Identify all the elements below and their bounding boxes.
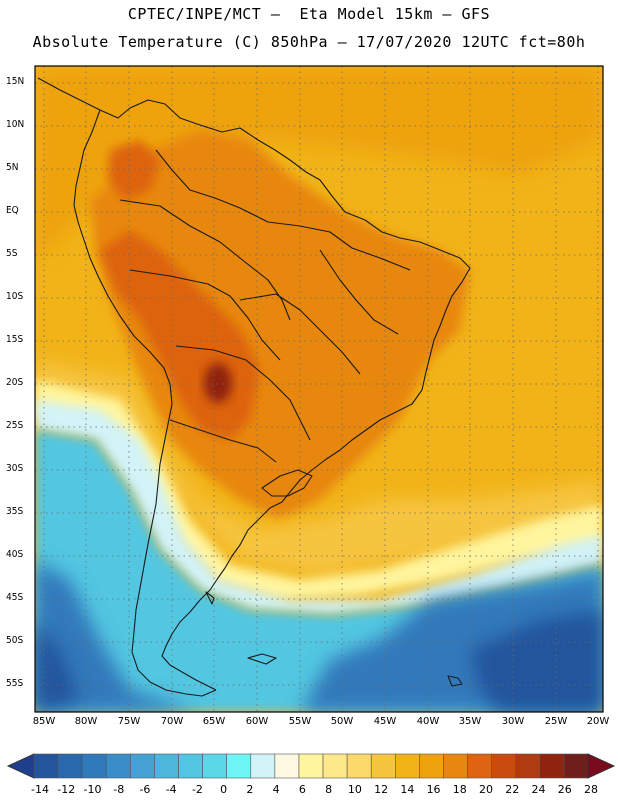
- lon-label: 55W: [288, 716, 312, 727]
- lon-label: 45W: [373, 716, 397, 727]
- temperature-field: [35, 66, 603, 712]
- colorbar-swatch: [130, 753, 155, 779]
- colorbar-tick-label: 0: [220, 783, 228, 796]
- lon-label: 20W: [586, 716, 610, 727]
- lon-label: 85W: [32, 716, 56, 727]
- map-grid: [35, 66, 603, 712]
- colorbar-tick-label: -14: [31, 783, 49, 796]
- colorbar-tick-label: 26: [557, 783, 572, 796]
- colorbar-tick-label: -10: [83, 783, 102, 796]
- colorbar-tick-label: -4: [165, 783, 177, 796]
- colorbar-tick-label: 20: [479, 783, 494, 796]
- colorbar-swatch: [298, 753, 324, 779]
- colorbar-tick-label: -8: [113, 783, 125, 796]
- lat-label: 50S: [6, 635, 24, 646]
- colorbar-swatch: [202, 753, 227, 779]
- lat-label: 40S: [6, 549, 24, 560]
- colorbar-swatch: [33, 753, 59, 779]
- lon-label: 70W: [160, 716, 184, 727]
- colorbar-swatch: [226, 753, 252, 779]
- colorbar-swatch: [81, 753, 107, 779]
- map-frame: [34, 65, 604, 713]
- field-polar-deep: [35, 560, 603, 712]
- lon-label: 75W: [117, 716, 141, 727]
- field-cool-band: [35, 400, 603, 615]
- lon-label: 60W: [245, 716, 269, 727]
- lon-label: 35W: [458, 716, 482, 727]
- colorbar-tick-label: 14: [400, 783, 415, 796]
- lat-label: 20S: [6, 377, 24, 388]
- colorbar-tick-label: 12: [374, 783, 389, 796]
- colorbar-swatch: [491, 753, 517, 779]
- lat-label: 55S: [6, 678, 24, 689]
- colorbar-swatch: [274, 753, 300, 779]
- colorbar-tick-label: -6: [139, 783, 151, 796]
- colorbar-tick-label: 18: [452, 783, 467, 796]
- lon-label: 80W: [74, 716, 98, 727]
- colorbar-swatch: [105, 753, 131, 779]
- lon-label: 30W: [501, 716, 525, 727]
- lon-label: 65W: [202, 716, 226, 727]
- colorbar-swatch: [57, 753, 83, 779]
- colorbar-swatch: [515, 753, 541, 779]
- colorbar-left-arrow: [6, 753, 35, 779]
- field-polar-core: [35, 610, 603, 712]
- field-north-andes-hot: [108, 140, 160, 200]
- colorbar: [6, 753, 616, 779]
- field-front-band: [35, 380, 603, 600]
- colorbar-right-arrow: [587, 753, 616, 779]
- lat-label: 45S: [6, 592, 24, 603]
- colorbar-swatch: [467, 753, 492, 779]
- coastline: [37, 77, 471, 697]
- colorbar-tick-label: -12: [57, 783, 76, 796]
- map-subtitle: Absolute Temperature (C) 850hPa – 17/07/…: [32, 33, 586, 51]
- lat-label: 5S: [6, 248, 18, 259]
- colorbar-tick-label: 8: [325, 783, 333, 796]
- colorbar-tick-label: 16: [426, 783, 441, 796]
- lon-label: 40W: [416, 716, 440, 727]
- colorbar-tick-label: 6: [298, 783, 306, 796]
- colorbar-tick-label: 2: [246, 783, 254, 796]
- colorbar-swatch: [346, 753, 372, 779]
- colorbar-swatch: [443, 753, 468, 779]
- colorbar-swatch: [322, 753, 348, 779]
- colorbar-tick-label: 10: [347, 783, 362, 796]
- lat-label: 35S: [6, 506, 24, 517]
- map-title: CPTEC/INPE/MCT – Eta Model 15km – GFS: [127, 5, 491, 23]
- lat-label: 10S: [6, 291, 24, 302]
- lat-label: 10N: [6, 119, 25, 130]
- lat-label: 30S: [6, 463, 24, 474]
- colorbar-swatch: [563, 753, 589, 779]
- lat-label: 25S: [6, 420, 24, 431]
- colorbar-swatch: [178, 753, 203, 779]
- colorbar-swatch: [250, 753, 276, 779]
- lon-label: 50W: [330, 716, 354, 727]
- colorbar-tick-label: 4: [272, 783, 280, 796]
- lat-label: EQ: [6, 205, 19, 216]
- colorbar-swatch: [539, 753, 565, 779]
- field-chaco-core: [204, 363, 232, 403]
- colorbar-tick-label: 24: [531, 783, 546, 796]
- colorbar-swatch: [419, 753, 444, 779]
- colorbar-swatch: [370, 753, 396, 779]
- field-subtropical: [35, 360, 603, 575]
- lat-label: 15N: [6, 76, 25, 87]
- lat-label: 5N: [6, 162, 19, 173]
- colorbar-tick-label: -2: [191, 783, 203, 796]
- colorbar-swatch: [395, 753, 420, 779]
- lon-label: 25W: [544, 716, 568, 727]
- colorbar-tick-label: 28: [584, 783, 598, 796]
- colorbar-tick-label: 22: [505, 783, 520, 796]
- lat-label: 15S: [6, 334, 24, 345]
- colorbar-swatch: [154, 753, 179, 779]
